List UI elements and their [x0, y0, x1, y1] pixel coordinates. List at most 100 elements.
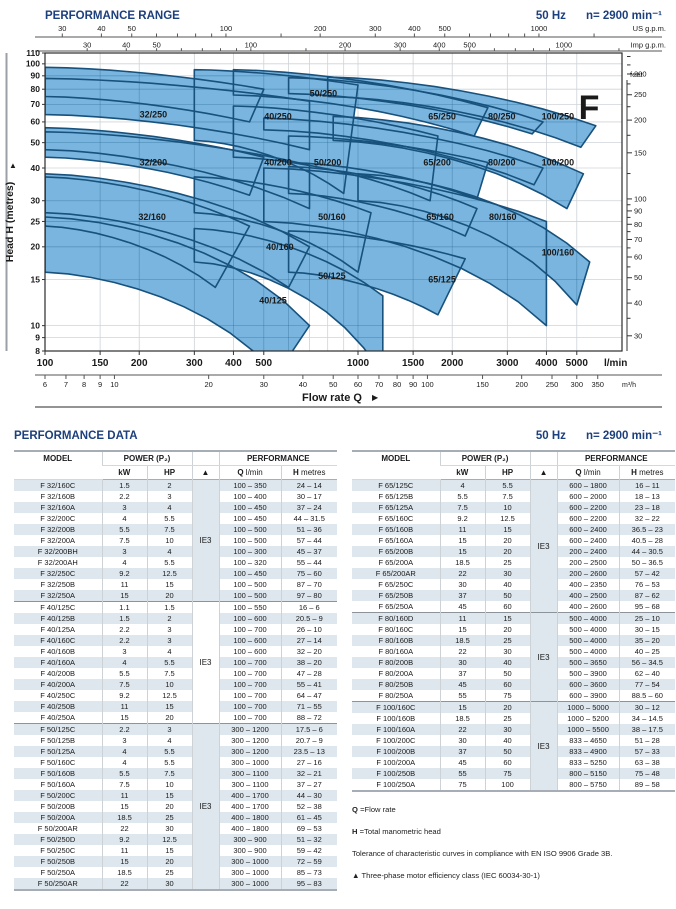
table-row: F 50/160A 7.5 10 300 – 1100 37 – 27	[14, 779, 338, 790]
rotation-speed-2: n= 2900 min⁻¹	[585, 430, 662, 442]
table-row: F 50/200B 15 20 400 – 1700 52 – 38	[14, 801, 338, 812]
footnote: H =Total manometric head	[352, 827, 441, 836]
region-label: 80/250	[488, 111, 516, 121]
table-row: F 50/125B 3 4 300 – 1200 20.7 – 9	[14, 735, 338, 746]
table-row: F 65/125A 7.5 10 600 – 2200 23 – 18	[352, 502, 676, 513]
svg-text:10: 10	[31, 320, 41, 330]
region-label: 65/160	[426, 212, 454, 222]
svg-text:2000: 2000	[441, 358, 464, 369]
region-label: 32/200	[140, 157, 168, 167]
svg-text:250: 250	[546, 380, 559, 389]
table-row: F 32/250A 15 20 100 – 500 97 – 80	[14, 590, 338, 602]
table-row: F 65/200A 18.5 25 200 – 2500 50 – 36.5	[352, 557, 676, 568]
svg-text:500: 500	[438, 24, 451, 33]
performance-data-tables: MODEL POWER (P₂) PERFORMANCE kW HP ▲ Q l/min H …	[14, 450, 676, 891]
table-row: F 32/200AH 4 5.5 100 – 320 55 – 44	[14, 557, 338, 568]
table-row: F 100/160A 22 30 1000 – 5500 38 – 17.5	[352, 724, 676, 735]
svg-text:40: 40	[299, 380, 307, 389]
table-row: F 32/200B 5.5 7.5 100 – 500 51 – 36	[14, 524, 338, 535]
efficiency-class-badge: IE3	[529, 479, 558, 613]
table-row: F 100/200B 37 50 833 – 4900 57 – 33	[352, 746, 676, 757]
frequency-speed: 50 Hz n= 2900 min⁻¹	[536, 8, 662, 22]
table-row: F 40/160B 3 4 100 – 600 32 – 20	[14, 646, 338, 657]
efficiency-class-badge: IE3	[191, 723, 220, 890]
svg-text:100: 100	[634, 194, 647, 203]
region-label: 80/160	[489, 212, 517, 222]
svg-text:9: 9	[35, 332, 40, 342]
svg-text:60: 60	[634, 252, 642, 261]
svg-text:3000: 3000	[496, 358, 519, 369]
svg-text:40: 40	[31, 163, 41, 173]
svg-text:5000: 5000	[566, 358, 589, 369]
col-header-q: Q l/min	[218, 465, 282, 480]
svg-text:50: 50	[31, 137, 41, 147]
svg-text:200: 200	[314, 24, 327, 33]
table-row: F 65/160B 11 15 600 – 2400 36.5 – 23	[352, 524, 676, 535]
right-column: MODEL POWER (P₂) PERFORMANCE kW HP ▲ Q l/min H …	[352, 450, 676, 880]
svg-text:150: 150	[634, 148, 647, 157]
footnote: Tolerance of characteristic curves in co…	[352, 849, 613, 858]
svg-text:70: 70	[634, 235, 642, 244]
col-header-q: Q l/min	[556, 465, 620, 480]
svg-text:40: 40	[97, 24, 105, 33]
svg-text:90: 90	[634, 206, 642, 215]
svg-text:300: 300	[394, 41, 407, 50]
svg-text:400: 400	[225, 358, 242, 369]
col-header-model: MODEL	[352, 451, 441, 480]
table-row: F 50/200AR 22 30 400 – 1800 69 – 53	[14, 823, 338, 834]
svg-text:1000: 1000	[531, 24, 548, 33]
lmin-unit: l/min	[604, 358, 627, 369]
svg-text:9: 9	[98, 380, 102, 389]
col-header-h: H metres	[280, 465, 338, 480]
svg-text:40: 40	[634, 299, 642, 308]
performance-table-right: MODEL POWER (P₂) PERFORMANCE kW HP ▲ Q l/min H …	[352, 450, 676, 792]
region-label: 65/125	[428, 275, 456, 285]
table-row: F 40/125B 1.5 2 100 – 600 20.5 – 9	[14, 613, 338, 624]
col-header-performance: PERFORMANCE	[556, 451, 676, 466]
performance-table-left: MODEL POWER (P₂) PERFORMANCE kW HP ▲ Q l/min H …	[14, 450, 338, 891]
svg-text:400: 400	[433, 41, 446, 50]
table-row: F 80/160D 11 15 IE3 500 – 4000 25 – 10	[352, 612, 676, 702]
svg-text:30: 30	[634, 331, 642, 340]
table-row: F 50/250D 9.2 12.5 300 – 900 51 – 32	[14, 834, 338, 845]
table-row: F 65/250C 30 40 400 – 2350 76 – 53	[352, 579, 676, 590]
m3h-unit: m³/h	[622, 382, 636, 389]
section-title-range: PERFORMANCE RANGE	[45, 10, 180, 22]
x-axis-label: Flow rate Q	[302, 392, 362, 404]
table-row: F 50/250C 11 15 300 – 900 59 – 42	[14, 845, 338, 856]
svg-text:300: 300	[186, 358, 203, 369]
svg-text:20: 20	[204, 380, 212, 389]
table-row: F 65/125B 5.5 7.5 600 – 2000 18 – 13	[352, 491, 676, 502]
footnote: Q =Flow rate	[352, 805, 396, 814]
col-header-model: MODEL	[14, 451, 102, 480]
table-row: F 32/160B 2.2 3 100 – 400 30 – 17	[14, 491, 338, 502]
svg-text:90: 90	[31, 71, 41, 81]
region-label: 40/160	[266, 242, 294, 252]
svg-text:70: 70	[31, 99, 41, 109]
svg-text:100: 100	[220, 24, 233, 33]
svg-text:200: 200	[131, 358, 148, 369]
table-row: F 80/160C 15 20 500 – 4000 30 – 15	[352, 624, 676, 635]
table-row: F 65/125C 4 5.5 IE3 600 – 1800 16 – 11	[352, 479, 676, 613]
rotation-speed: n= 2900 min⁻¹	[585, 10, 662, 22]
svg-text:90: 90	[409, 380, 417, 389]
table-row: F 65/250A 45 60 400 – 2600 95 – 68	[352, 601, 676, 613]
svg-text:30: 30	[58, 24, 66, 33]
svg-text:80: 80	[634, 220, 642, 229]
region-label: 65/200	[423, 157, 451, 167]
table-row: F 50/160B 5.5 7.5 300 – 1100 32 – 21	[14, 768, 338, 779]
efficiency-class-badge: IE3	[191, 601, 220, 724]
svg-text:100: 100	[26, 59, 40, 69]
table-row: F 50/160C 4 5.5 300 – 1000 27 – 16	[14, 757, 338, 768]
svg-text:300: 300	[571, 380, 584, 389]
performance-data-header: PERFORMANCE DATA 50 Hz n= 2900 min⁻¹	[0, 415, 676, 448]
svg-text:30: 30	[31, 196, 41, 206]
svg-text:60: 60	[354, 380, 362, 389]
performance-range-chart: 32/160 32/200 32/250 40/125 40/160 40/200 40/2…	[4, 24, 666, 408]
table-row: F 40/160C 2.2 3 100 – 600 27 – 14	[14, 635, 338, 646]
table-row: F 100/250B 55 75 800 – 5150 75 – 48	[352, 768, 676, 779]
section-title-data: PERFORMANCE DATA	[14, 430, 138, 442]
svg-text:300: 300	[369, 24, 382, 33]
table-row: F 32/250C 9.2 12.5 100 – 450 75 – 60	[14, 568, 338, 579]
region-label: 100/160	[542, 248, 575, 258]
